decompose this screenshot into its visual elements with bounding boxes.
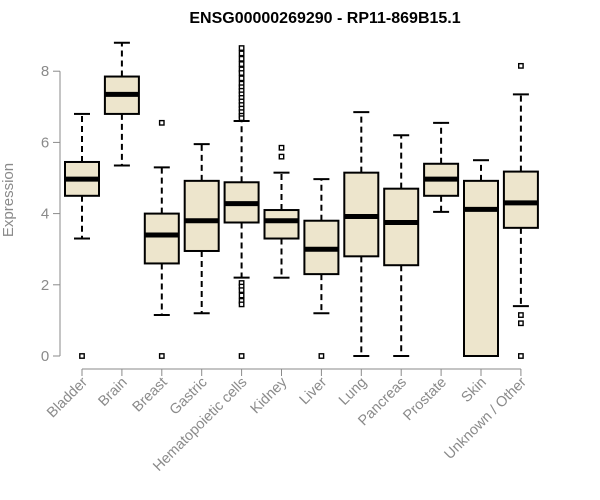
outlier-point [518,353,524,359]
outlier-point [238,287,245,294]
box-10 [463,159,499,357]
x-tick-label-0: Bladder [44,374,91,421]
box-8 [383,134,420,357]
boxes-group [64,41,539,359]
iqr-box [383,187,420,267]
box-4 [223,45,260,359]
x-tick-label-7: Lung [336,375,370,409]
outlier-point [238,61,245,67]
box-3 [183,143,220,315]
outlier-point [278,144,285,151]
outlier-point [238,75,245,82]
outlier-point [238,115,245,122]
x-tick-label-5: Kidney [248,374,291,417]
outlier-point [518,320,524,327]
x-tick-label-9: Prostate [400,375,449,424]
outlier-point [318,353,325,359]
outlier-point [238,292,245,299]
box-9 [423,121,460,213]
x-tick-label-10: Skin [459,375,490,406]
y-axis: 0 2 4 6 8 [41,63,61,365]
outlier-point [238,353,245,359]
outlier-point [79,353,85,359]
outlier-point [238,301,245,308]
box-11 [502,62,539,359]
iqr-box [143,212,180,265]
outlier-point [238,70,245,76]
outlier-point [238,45,245,51]
outlier-point [158,353,165,359]
box-5 [263,144,300,279]
x-tick-label-1: Brain [95,375,130,410]
box-6 [303,178,340,359]
outlier-point [238,50,245,57]
box-1 [103,41,140,167]
iqr-box [502,170,539,229]
chart-title: ENSG00000269290 - RP11-869B15.1 [189,10,460,27]
outlier-point [518,62,524,69]
box-0 [64,112,100,359]
y-tick-label-1: 2 [41,277,49,294]
outlier-point [158,119,165,126]
y-tick-label-0: 0 [41,348,49,365]
y-tick-label-3: 6 [41,134,49,151]
outlier-point [238,55,245,62]
y-tick-label-4: 8 [41,63,49,80]
iqr-box [183,179,220,252]
iqr-box [263,209,300,240]
box-2 [143,119,180,359]
y-tick-label-2: 4 [41,206,49,223]
x-tick-label-2: Breast [130,375,171,416]
y-axis-label: Expression [0,163,17,237]
outlier-point [278,153,285,160]
box-7 [343,111,380,357]
x-tick-label-6: Liver [297,374,331,408]
outlier-point [518,312,524,318]
